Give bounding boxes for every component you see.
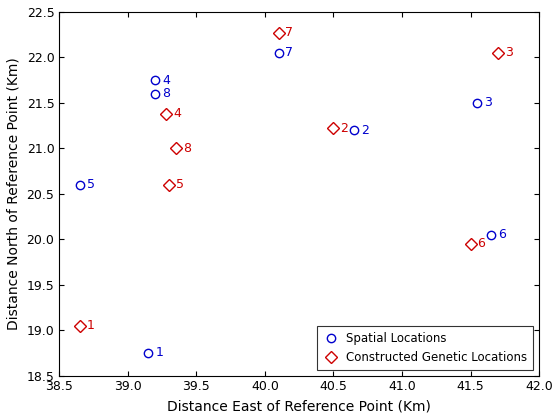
Line: Constructed Genetic Locations: Constructed Genetic Locations xyxy=(76,29,502,330)
Text: 7: 7 xyxy=(286,26,293,39)
Text: 1: 1 xyxy=(87,319,95,332)
Spatial Locations xyxy=(276,50,282,55)
Constructed Genetic Locations xyxy=(467,241,474,246)
Legend: Spatial Locations, Constructed Genetic Locations: Spatial Locations, Constructed Genetic L… xyxy=(317,326,533,370)
Spatial Locations xyxy=(152,91,158,96)
Spatial Locations xyxy=(351,128,357,133)
Text: 5: 5 xyxy=(87,178,95,191)
Text: 7: 7 xyxy=(286,46,293,59)
Spatial Locations xyxy=(474,100,481,105)
Text: 8: 8 xyxy=(162,87,170,100)
Spatial Locations xyxy=(77,182,83,187)
Text: 4: 4 xyxy=(173,107,181,120)
Text: 4: 4 xyxy=(162,74,170,87)
Spatial Locations xyxy=(145,350,152,355)
Constructed Genetic Locations xyxy=(172,146,179,151)
Constructed Genetic Locations xyxy=(276,30,282,35)
Constructed Genetic Locations xyxy=(77,323,83,328)
Spatial Locations xyxy=(488,232,494,237)
Constructed Genetic Locations xyxy=(166,182,172,187)
Text: 6: 6 xyxy=(498,228,506,241)
Constructed Genetic Locations xyxy=(163,111,170,116)
Y-axis label: Distance North of Reference Point (Km): Distance North of Reference Point (Km) xyxy=(7,58,21,330)
Constructed Genetic Locations xyxy=(330,126,337,131)
Text: 3: 3 xyxy=(484,96,492,109)
X-axis label: Distance East of Reference Point (Km): Distance East of Reference Point (Km) xyxy=(167,399,431,413)
Text: 2: 2 xyxy=(361,123,369,136)
Line: Spatial Locations: Spatial Locations xyxy=(76,49,496,357)
Text: 3: 3 xyxy=(505,46,513,59)
Text: 1: 1 xyxy=(155,346,163,360)
Text: 6: 6 xyxy=(478,237,486,250)
Text: 8: 8 xyxy=(183,142,190,155)
Text: 2: 2 xyxy=(340,122,348,135)
Spatial Locations xyxy=(152,78,158,83)
Constructed Genetic Locations xyxy=(494,50,501,55)
Text: 5: 5 xyxy=(176,178,184,191)
